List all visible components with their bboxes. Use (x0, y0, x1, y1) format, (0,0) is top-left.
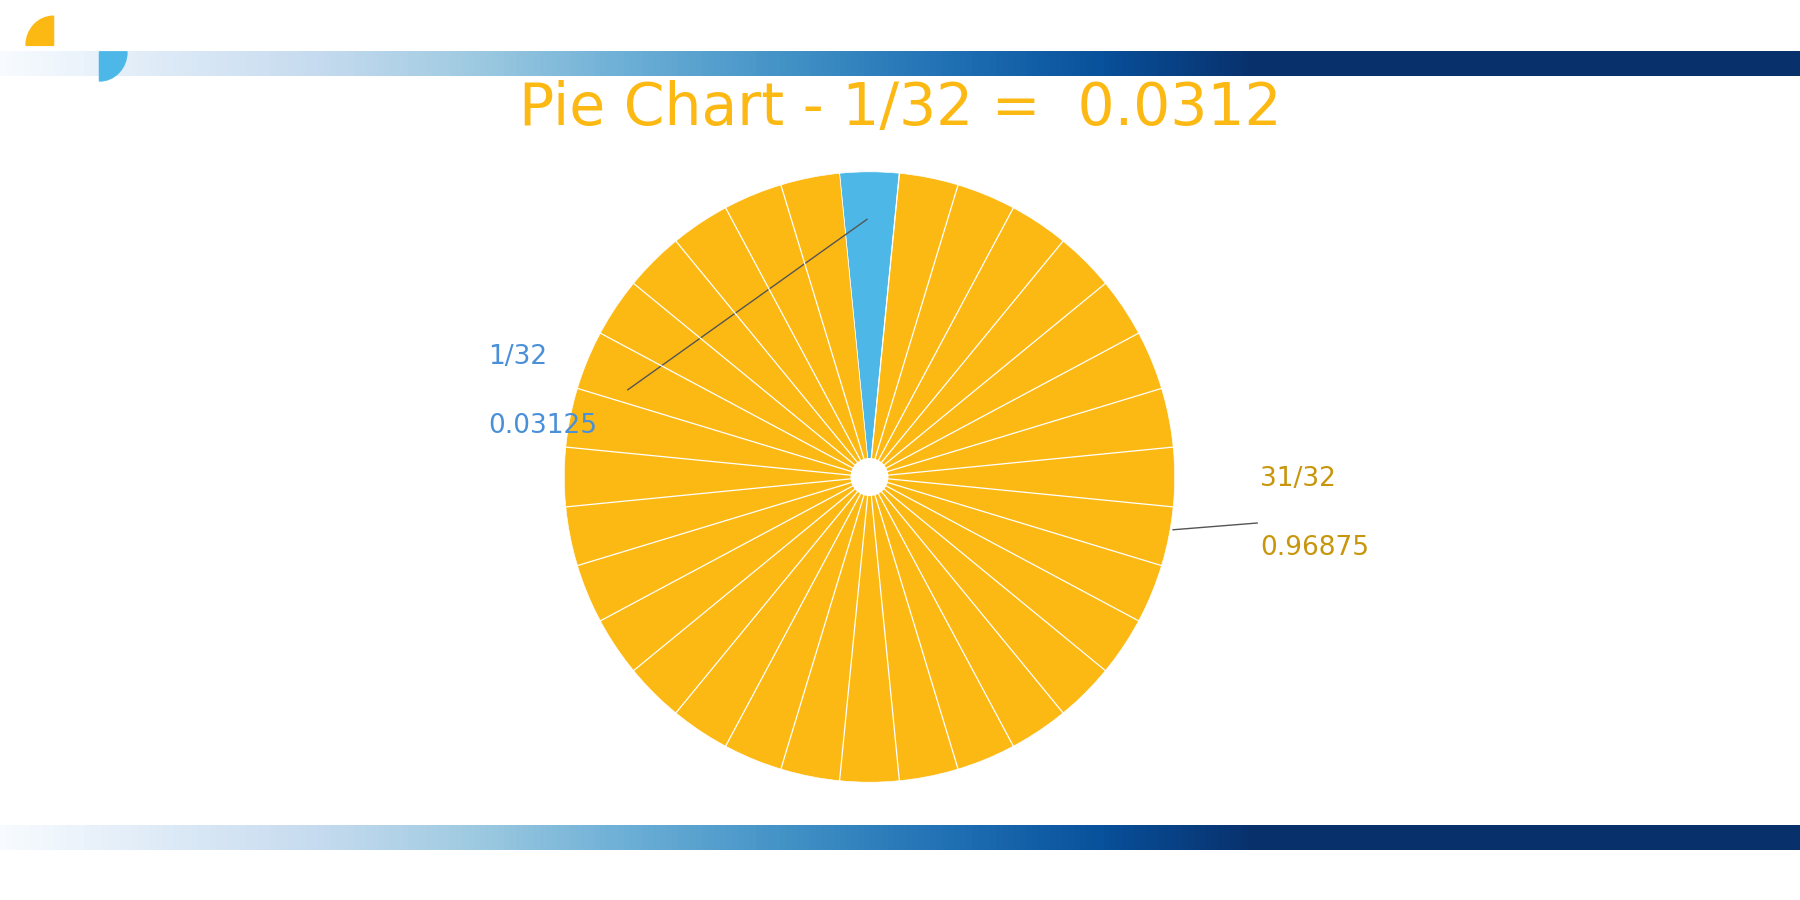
Text: 1/32: 1/32 (488, 344, 547, 370)
Text: SOM: SOM (52, 101, 101, 120)
Wedge shape (839, 172, 900, 477)
Text: 0.96875: 0.96875 (1260, 535, 1370, 561)
Circle shape (851, 459, 887, 495)
Text: 0.03125: 0.03125 (488, 413, 598, 439)
Text: STORY OF MATHEMATICS: STORY OF MATHEMATICS (43, 140, 110, 145)
Text: 31/32: 31/32 (1260, 466, 1336, 492)
Wedge shape (25, 16, 54, 45)
Text: Pie Chart - 1/32 =  0.0312: Pie Chart - 1/32 = 0.0312 (518, 79, 1282, 137)
Wedge shape (563, 174, 1175, 782)
Wedge shape (99, 52, 128, 81)
